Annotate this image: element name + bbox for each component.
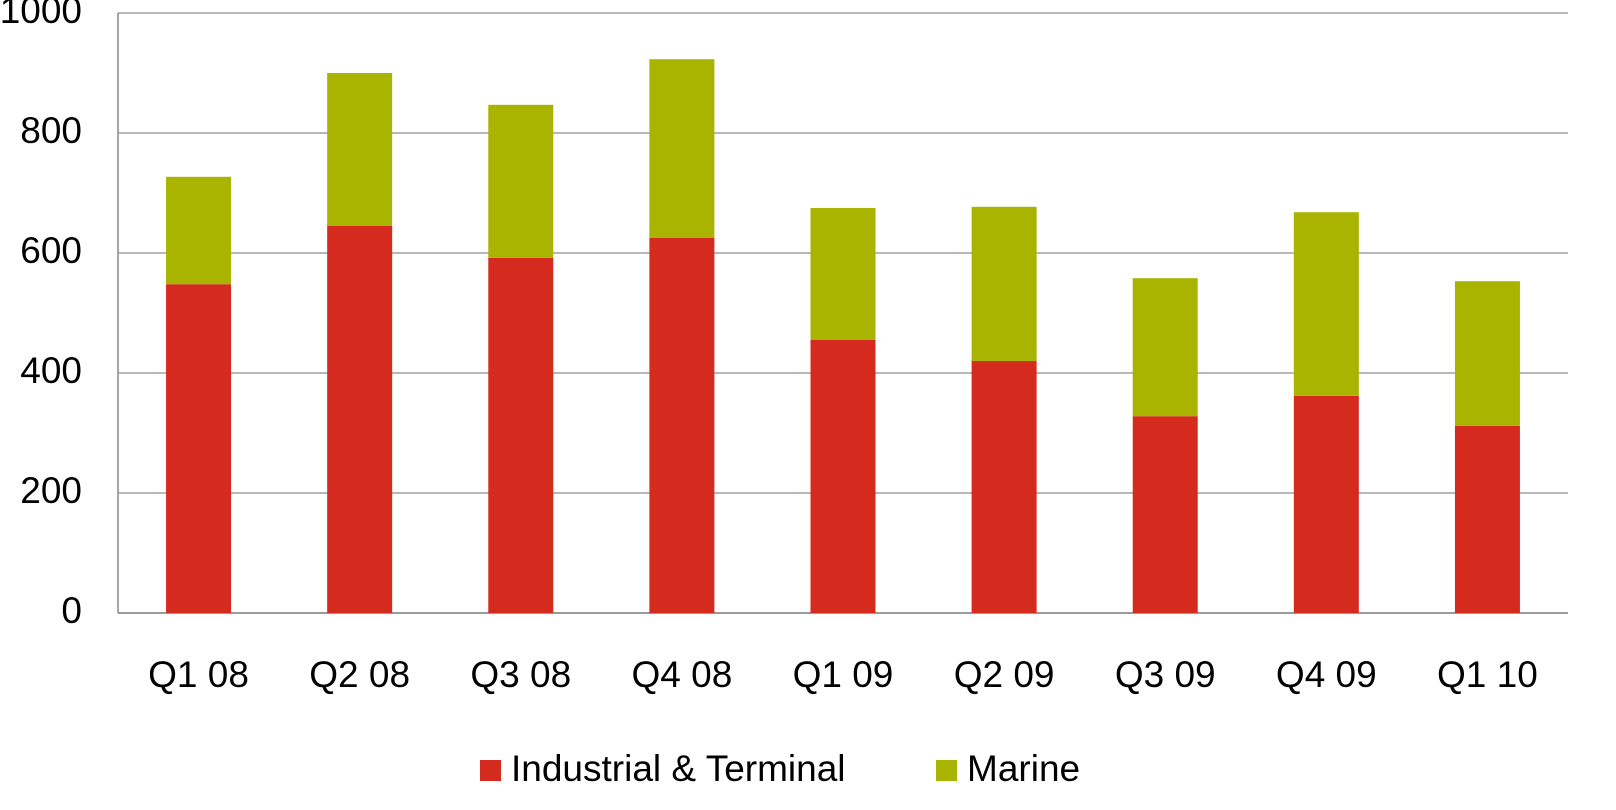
x-tick-label: Q2 09 [954, 654, 1055, 695]
bar-segment [327, 73, 393, 226]
bar-segment [971, 361, 1037, 613]
bar-segment [649, 238, 715, 613]
x-tick-label: Q1 10 [1437, 654, 1538, 695]
legend-swatch [936, 760, 957, 781]
y-tick-label: 200 [20, 470, 82, 511]
x-tick-label: Q4 09 [1276, 654, 1377, 695]
bar-segment [1293, 212, 1359, 396]
bar-segment [1454, 281, 1520, 426]
bar-segment [1132, 278, 1198, 417]
x-tick-label: Q2 08 [309, 654, 410, 695]
bar-segment [810, 208, 876, 340]
y-tick-label: 600 [20, 230, 82, 271]
legend-swatch [480, 760, 501, 781]
bar-segment [1132, 416, 1198, 613]
legend-label: Marine [967, 748, 1080, 789]
bar-segment [166, 176, 232, 285]
bar-segment [166, 284, 232, 613]
bar-segment [1454, 425, 1520, 613]
y-tick-label: 1000 [0, 0, 82, 31]
y-tick-label: 400 [20, 350, 82, 391]
legend-label: Industrial & Terminal [511, 748, 846, 789]
bar-segment [971, 206, 1037, 361]
x-tick-label: Q4 08 [631, 654, 732, 695]
y-tick-label: 800 [20, 110, 82, 151]
x-tick-label: Q3 09 [1115, 654, 1216, 695]
y-tick-label: 0 [61, 590, 82, 631]
x-tick-label: Q3 08 [470, 654, 571, 695]
bar-segment [327, 226, 393, 613]
bar-segment [1293, 395, 1359, 613]
bar-segment [649, 59, 715, 239]
bar-segment [810, 340, 876, 613]
x-tick-label: Q1 09 [793, 654, 894, 695]
bar-segment [488, 104, 554, 258]
x-tick-label: Q1 08 [148, 654, 249, 695]
bar-segment [488, 257, 554, 613]
